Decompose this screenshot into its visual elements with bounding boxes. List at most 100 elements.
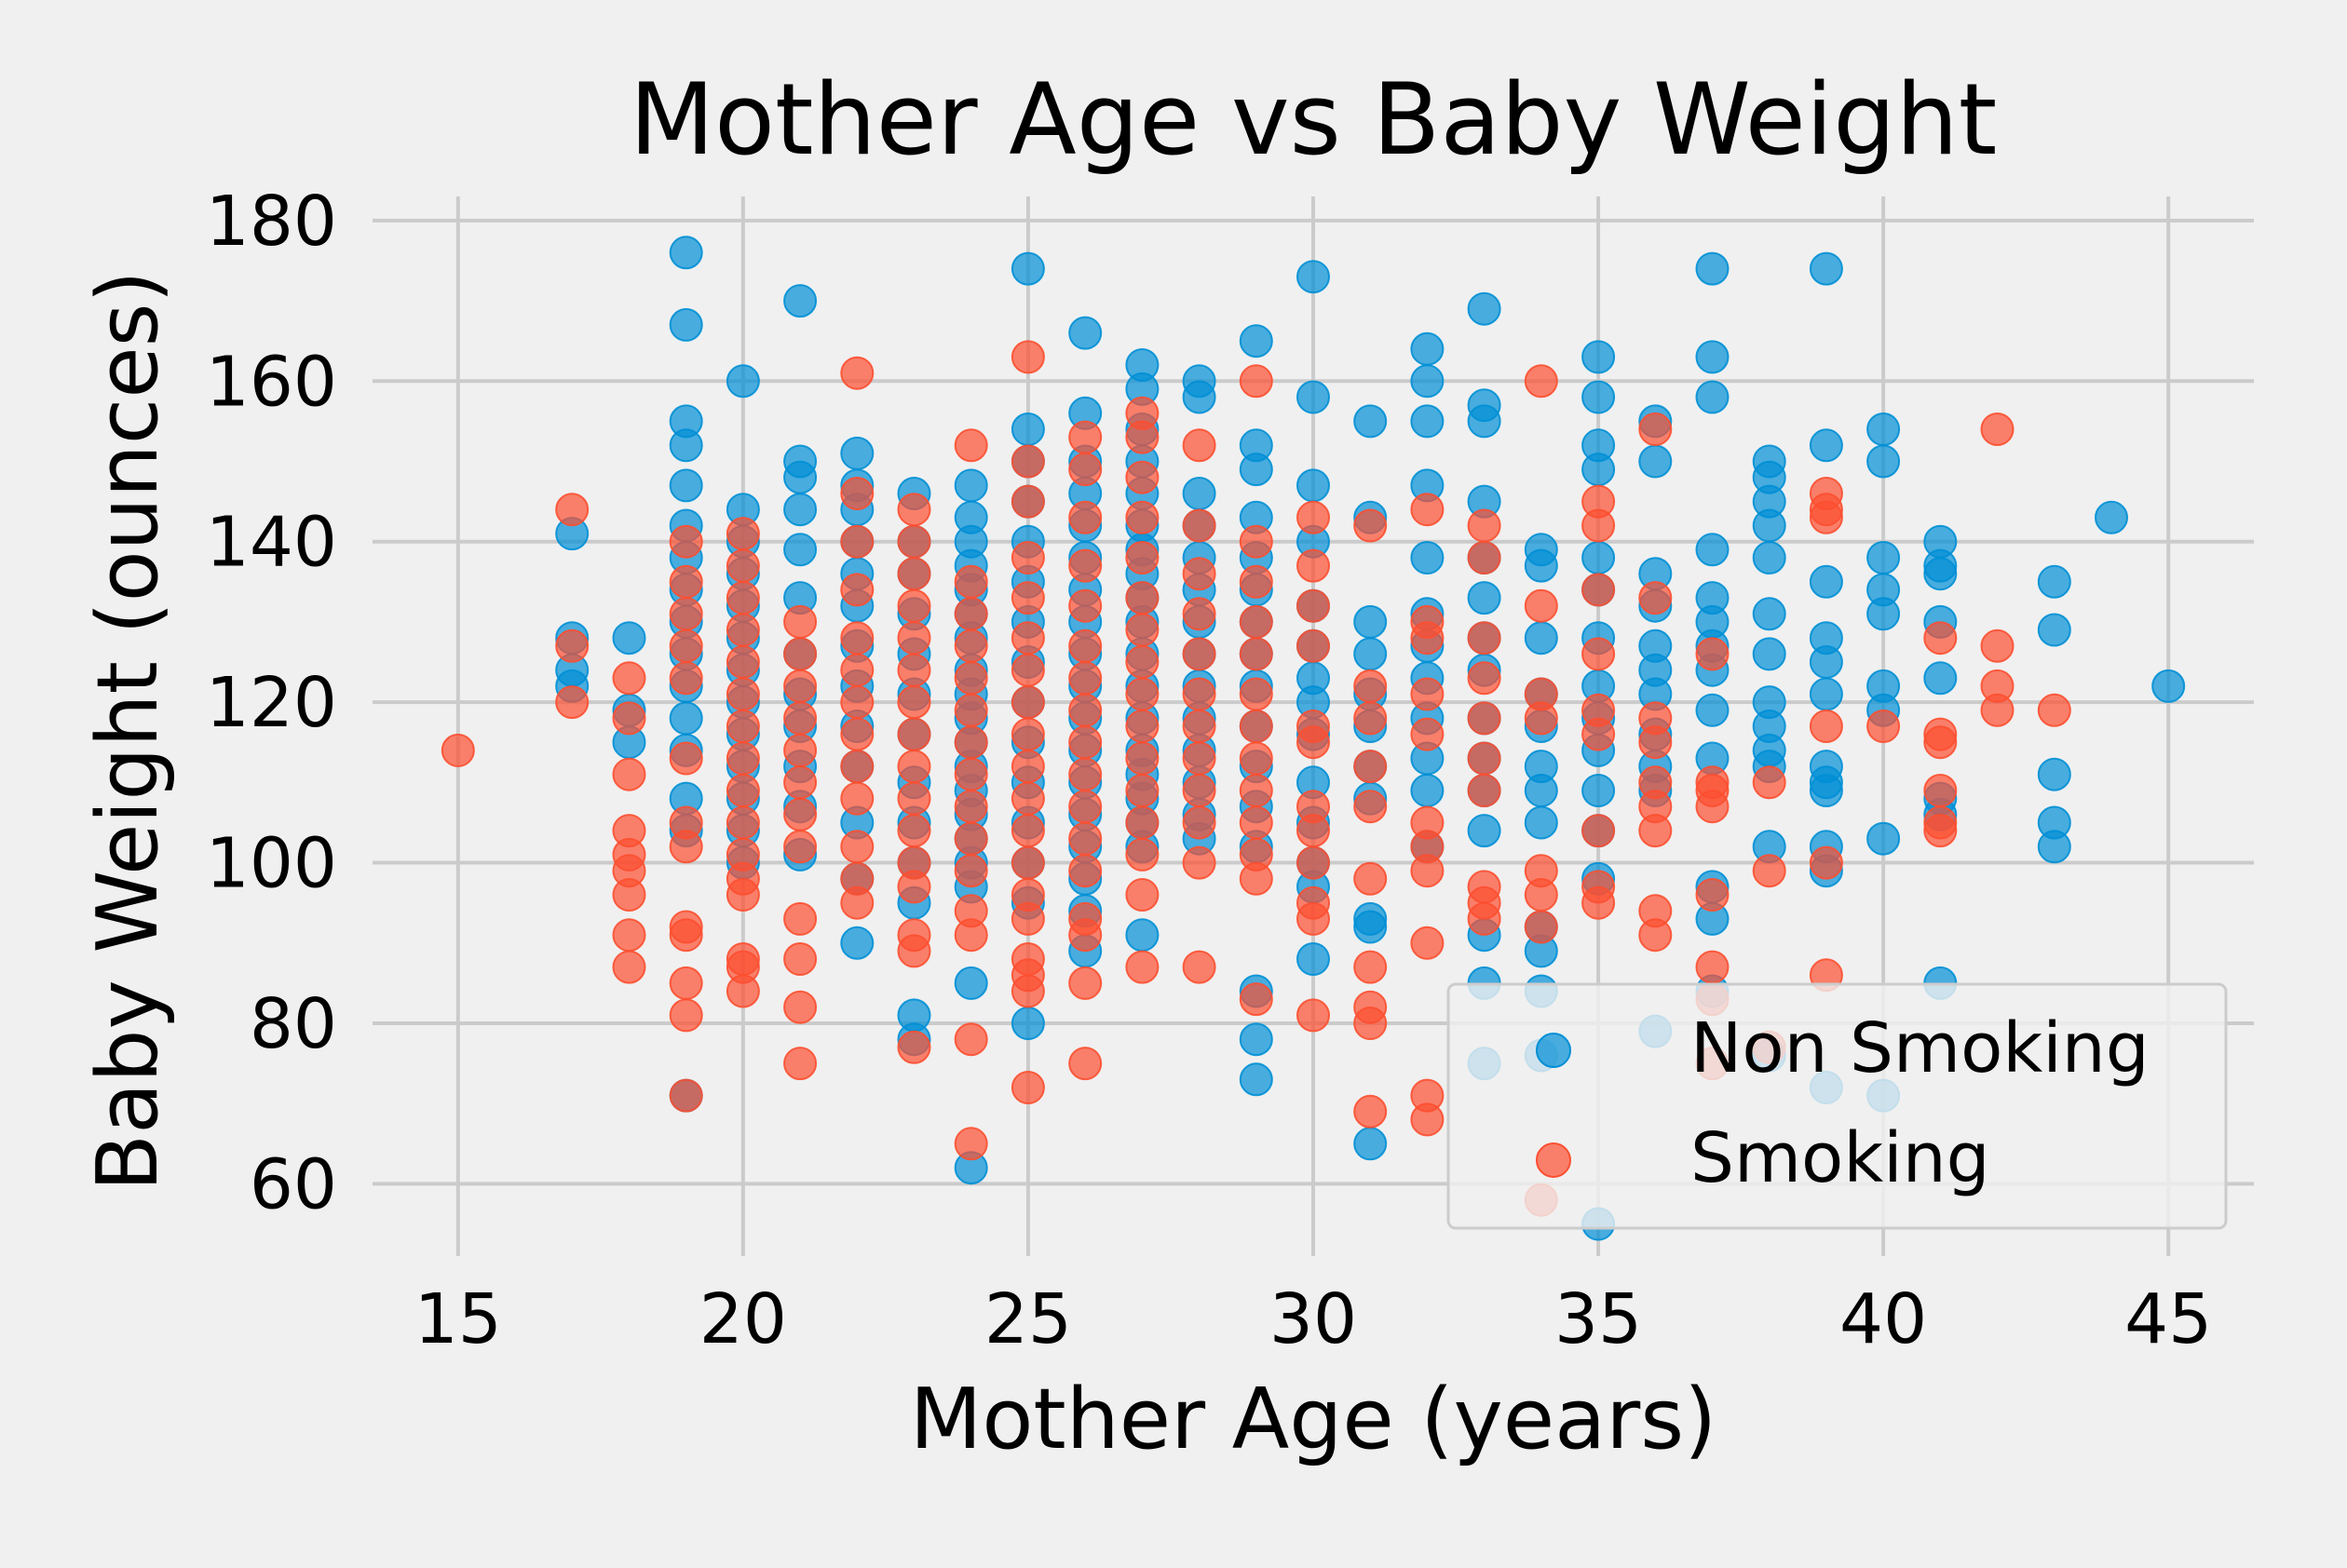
data-point (1410, 541, 1445, 574)
data-point (1581, 508, 1616, 543)
data-point (897, 1030, 931, 1064)
data-point (954, 629, 988, 663)
data-point (1296, 500, 1330, 534)
data-point (840, 717, 875, 751)
data-point (1467, 508, 1501, 543)
data-point (1809, 500, 1843, 534)
legend-marker-non-smoking (1536, 1033, 1571, 1068)
data-point (1296, 901, 1330, 936)
data-point (555, 629, 590, 663)
data-point (1638, 444, 1673, 479)
data-point (1410, 926, 1445, 960)
data-point (1638, 412, 1673, 446)
data-point (1125, 420, 1160, 454)
data-point (1353, 910, 1388, 944)
data-point (1353, 637, 1388, 671)
data-point (1125, 500, 1160, 534)
data-point (1296, 588, 1330, 623)
data-point (1296, 260, 1330, 294)
data-point (840, 621, 875, 656)
data-point (1695, 251, 1730, 286)
data-point (1353, 790, 1388, 824)
x-tick-label: 45 (2124, 1279, 2212, 1359)
data-point (1296, 998, 1330, 1033)
data-point (1353, 1094, 1388, 1129)
data-point (897, 493, 931, 527)
data-point (1296, 468, 1330, 503)
data-point (1125, 645, 1160, 679)
data-point (1239, 774, 1273, 807)
data-point (1467, 741, 1501, 776)
data-point (1296, 548, 1330, 583)
data-point (1068, 629, 1103, 663)
data-point (726, 677, 760, 711)
data-point (1809, 677, 1843, 711)
data-point (669, 428, 703, 463)
data-point (1353, 404, 1388, 439)
data-point (726, 710, 760, 743)
data-point (1125, 710, 1160, 743)
data-point (1068, 453, 1103, 487)
data-point (1182, 428, 1216, 463)
data-point (726, 517, 760, 551)
data-point (1695, 950, 1730, 984)
data-point (897, 524, 931, 559)
data-point (1353, 669, 1388, 703)
data-point (1467, 701, 1501, 736)
data-point (840, 477, 875, 510)
data-point (1467, 774, 1501, 807)
data-point (1410, 621, 1445, 656)
data-point (669, 524, 703, 559)
data-point (840, 436, 875, 470)
data-point (2037, 693, 2071, 727)
data-point (1125, 950, 1160, 984)
data-point (1125, 837, 1160, 872)
data-point (1239, 677, 1273, 711)
data-point (1125, 878, 1160, 912)
data-point (897, 934, 931, 968)
data-point (1011, 750, 1045, 784)
data-point (783, 765, 818, 800)
data-point (1809, 845, 1843, 880)
x-tick-label: 25 (984, 1279, 1072, 1359)
data-point (1923, 661, 1958, 696)
data-point (1695, 340, 1730, 374)
data-point (1125, 613, 1160, 647)
data-point (954, 468, 988, 503)
series-smoking (441, 340, 2071, 1217)
data-point (1752, 637, 1786, 671)
data-point (1353, 1007, 1388, 1040)
data-point (783, 284, 818, 318)
data-point (1923, 725, 1958, 760)
data-point (726, 581, 760, 615)
data-point (897, 621, 931, 656)
data-point (783, 669, 818, 703)
data-point (1353, 861, 1388, 896)
data-point (954, 725, 988, 760)
data-point (954, 790, 988, 824)
data-point (1866, 597, 1901, 631)
data-point (1011, 340, 1045, 374)
data-point (726, 645, 760, 679)
data-point (1980, 629, 2015, 663)
data-point (2151, 669, 2186, 703)
data-point (897, 717, 931, 751)
data-point (1695, 693, 1730, 727)
data-point (555, 493, 590, 527)
data-point (840, 524, 875, 559)
data-point (1011, 412, 1045, 446)
data-point (1410, 364, 1445, 399)
data-point (1068, 854, 1103, 888)
data-point (1125, 741, 1160, 776)
data-point (1182, 741, 1216, 776)
data-point (954, 757, 988, 791)
data-point (1923, 621, 1958, 656)
data-point (840, 781, 875, 816)
data-point (1524, 910, 1558, 944)
data-point (1182, 805, 1216, 840)
data-points (441, 236, 2186, 1241)
data-point (954, 918, 988, 953)
data-point (1068, 918, 1103, 953)
